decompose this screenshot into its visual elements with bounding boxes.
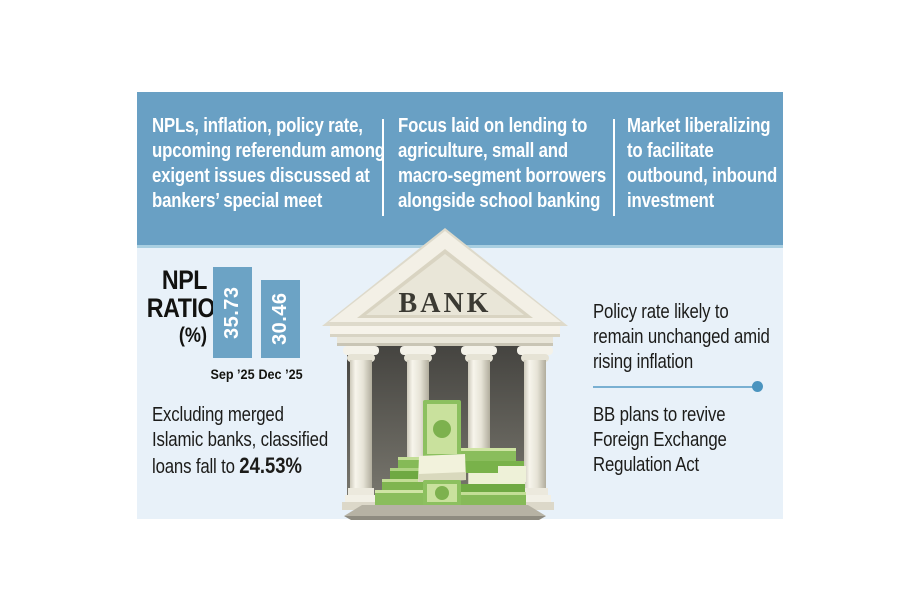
header-text-line: Market liberalizing	[627, 115, 771, 137]
header-item-npl-issues: NPLs, inflation, policy rate, upcoming r…	[152, 114, 385, 214]
header-text-line: agriculture, small and	[398, 140, 568, 162]
header-band: NPLs, inflation, policy rate, upcoming r…	[137, 92, 783, 245]
infographic-panel: NPLs, inflation, policy rate, upcoming r…	[137, 92, 783, 520]
header-text-line: investment	[627, 190, 715, 212]
header-item-market-liberalizing: Market liberalizing to facilitate outbou…	[627, 114, 777, 214]
bar-value-label: 35.73	[221, 286, 243, 339]
chart-title: NPL RATIO (%)	[146, 265, 216, 349]
note-text-line: remain unchanged amid	[593, 326, 770, 348]
money-pile-icon	[375, 400, 526, 506]
connector-dot-icon	[752, 381, 763, 392]
note-text-line: Islamic banks, classified	[152, 429, 329, 451]
header-divider	[382, 119, 384, 216]
bank-sign-label: BANK	[399, 288, 492, 319]
note-text-line: BB plans to revive	[593, 404, 726, 426]
header-text-line: macro-segment borrowers	[398, 165, 607, 187]
connector-line	[593, 386, 756, 388]
header-text-line: to facilitate	[627, 140, 714, 162]
header-text-line: Focus laid on lending to	[398, 115, 588, 137]
category-label: Sep ’25	[210, 366, 255, 382]
header-text-line: alongside school banking	[398, 190, 601, 212]
note-connector	[593, 381, 763, 393]
pediment: BANK	[322, 228, 568, 326]
chart-title-line: RATIO	[146, 293, 216, 323]
note-policy-rate: Policy rate likely to remain unchanged a…	[593, 300, 770, 375]
bar-value-label: 30.46	[269, 292, 291, 346]
header-text-line: upcoming referendum among	[152, 140, 385, 162]
note-text-line: Regulation Act	[593, 454, 699, 476]
chart-title-line: NPL	[161, 265, 208, 295]
base-platform	[344, 505, 546, 520]
bar-dec-25: 30.46	[261, 280, 300, 358]
note-foreign-exchange: BB plans to revive Foreign Exchange Regu…	[593, 403, 727, 478]
entablature	[330, 326, 560, 346]
header-text-line: bankers’ special meet	[152, 190, 323, 212]
highlight-value: 24.53%	[239, 453, 302, 478]
chart-title-unit: (%)	[178, 324, 207, 347]
bar-sep-25: 35.73	[213, 267, 252, 358]
category-label: Dec ’25	[258, 366, 303, 382]
bank-building-icon: BANK	[322, 228, 568, 520]
note-text-line: rising inflation	[593, 351, 694, 373]
note-text-line: Foreign Exchange	[593, 429, 727, 451]
note-text-line: Excluding merged	[152, 404, 284, 426]
header-text-line: outbound, inbound	[627, 165, 778, 187]
header-divider	[613, 119, 615, 216]
note-text-line: loans fall to 24.53%	[152, 453, 302, 478]
header-item-lending-focus: Focus laid on lending to agriculture, sm…	[398, 114, 606, 214]
note-text-line: Policy rate likely to	[593, 301, 729, 323]
note-classified-loans: Excluding merged Islamic banks, classifi…	[152, 403, 328, 480]
header-text-line: NPLs, inflation, policy rate,	[152, 115, 363, 137]
header-text-line: exigent issues discussed at	[152, 165, 370, 187]
